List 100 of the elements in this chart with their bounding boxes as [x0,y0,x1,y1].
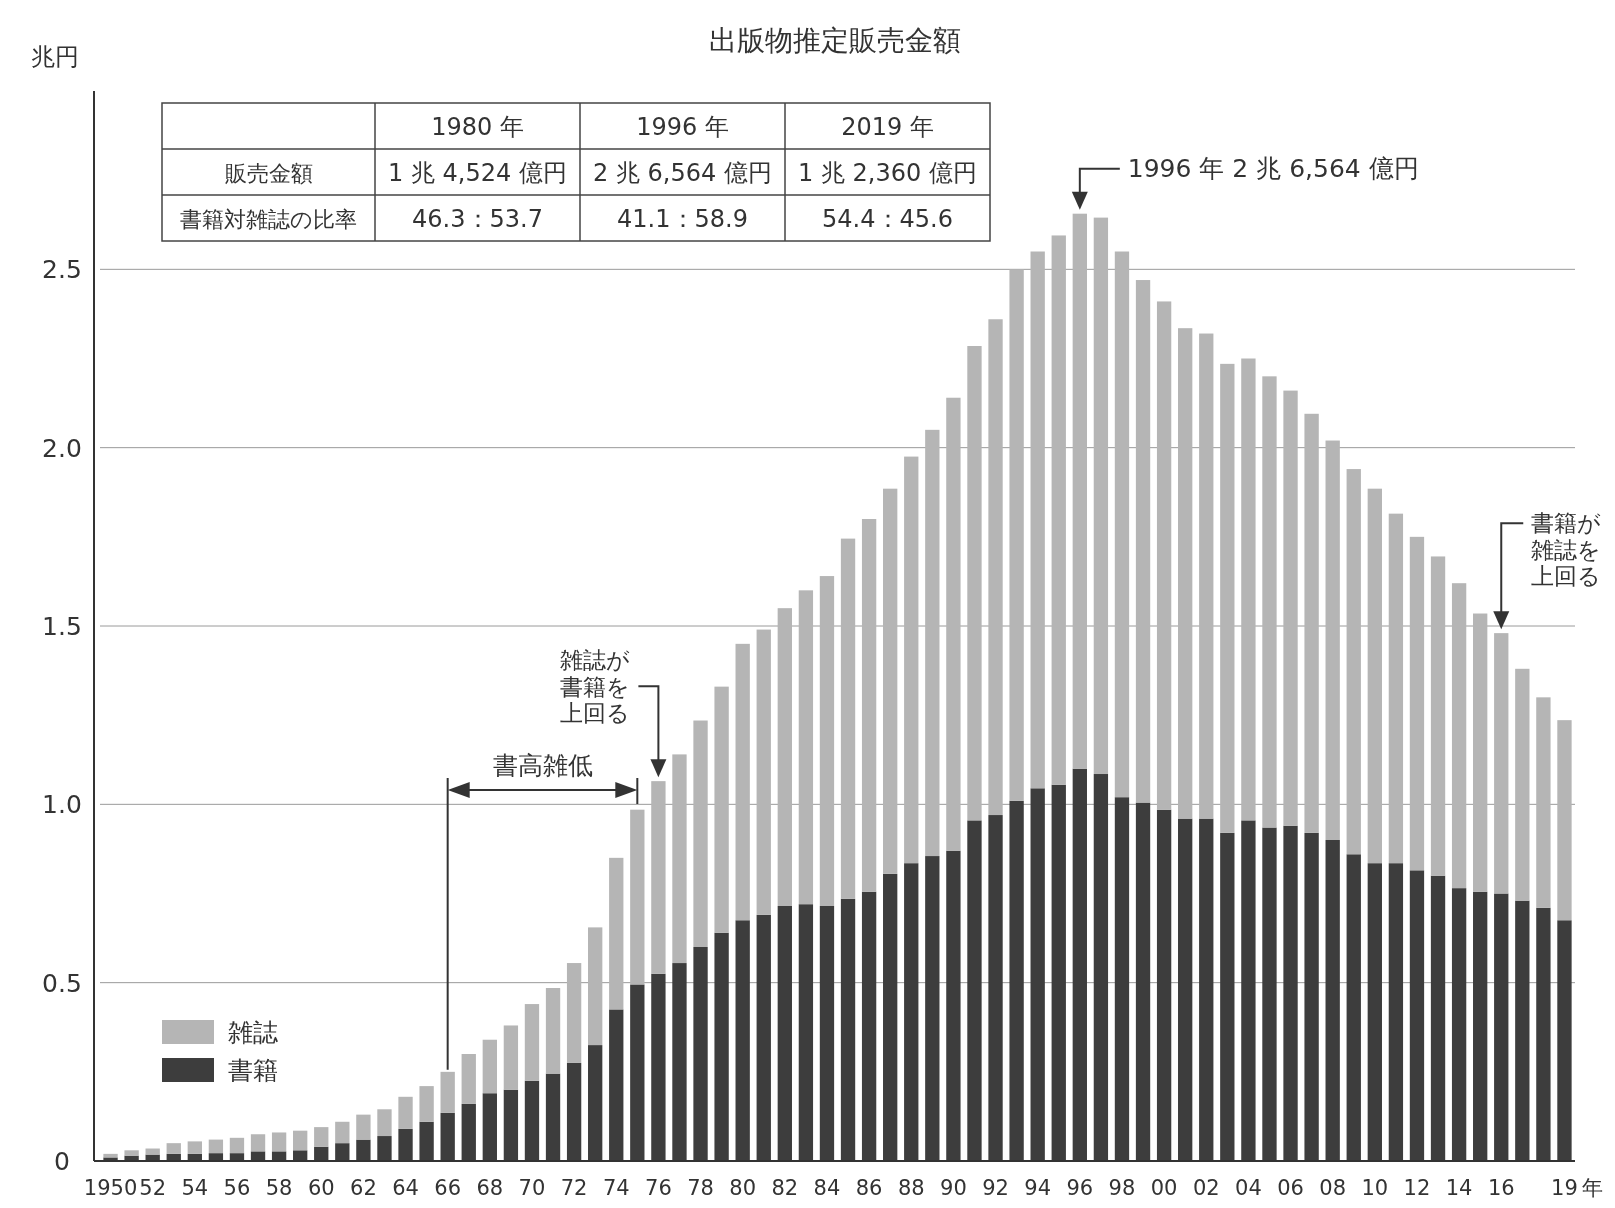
bar [250,1134,266,1152]
x-tick-label: 84 [813,1176,841,1200]
bar [377,1109,392,1137]
annotation: 1996 年 2 兆 6,564 億円 [1127,153,1419,183]
bar [1304,413,1319,833]
bar [271,1132,287,1152]
x-tick-label: 00 [1150,1176,1178,1200]
bar [861,519,877,892]
bar [208,1139,224,1154]
bar [1346,469,1361,855]
bar [335,1121,350,1144]
bar [840,538,856,899]
bar [1430,556,1446,876]
annotation: 41.1：58.9 [617,205,748,233]
x-tick-label: 62 [350,1176,377,1200]
bar [440,1071,455,1113]
legend-label: 雑誌 [228,1018,278,1047]
bar [1367,488,1382,864]
bar [1009,269,1024,801]
y-tick-label: 1.0 [42,790,82,820]
bar [1515,668,1530,901]
bar [883,488,898,874]
x-tick-label: 66 [434,1176,462,1200]
annotation: 書籍対雑誌の比率 [180,207,357,232]
bar [588,927,603,1046]
bar [1388,513,1404,864]
bar [314,1127,329,1147]
x-tick-label: 78 [687,1176,714,1200]
bar [1409,536,1425,871]
bar [419,1086,434,1122]
legend-label: 書籍 [228,1056,278,1085]
bar [735,643,750,921]
annotation: 1996 年 [636,113,729,141]
bar [503,1025,519,1090]
x-tick-label: 60 [307,1176,335,1200]
x-tick-label: 06 [1277,1176,1304,1200]
bar [1220,363,1235,833]
annotation: 54.4：45.6 [822,205,953,233]
annotation: 1980 年 [431,113,524,141]
bar [693,720,708,947]
bar [1051,235,1066,785]
bar [819,576,835,906]
annotation: 販売金額 [224,161,313,186]
bar [904,456,919,864]
annotation: 雑誌が書籍を上回る [560,647,631,727]
x-tick-label: 72 [560,1176,588,1200]
x-tick-label: 56 [223,1176,251,1200]
bar [229,1137,245,1154]
x-tick-label: 82 [771,1176,799,1200]
bar [124,1150,139,1156]
bar [524,1004,540,1081]
bar [145,1148,160,1155]
bar [1156,301,1172,810]
bar [293,1130,308,1151]
x-tick-label: 12 [1403,1176,1431,1200]
x-tick-label: 52 [139,1176,167,1200]
bar [946,397,961,851]
bar [609,857,624,1010]
bar [1283,390,1298,826]
bar [461,1054,476,1104]
bar [1451,583,1467,889]
bar [187,1141,202,1154]
bar [1093,217,1109,775]
x-tick-label: 90 [940,1176,967,1200]
bar [398,1096,413,1129]
y-tick-label: 0 [54,1147,70,1176]
y-tick-label: 1.5 [42,612,82,641]
x-tick-label: 80 [729,1176,757,1200]
bar [988,319,1003,816]
x-tick-label: 64 [392,1176,419,1200]
x-tick-label: 08 [1319,1176,1347,1200]
bar [630,809,645,985]
x-tick-label: 58 [265,1176,293,1200]
x-tick-label: 96 [1066,1176,1094,1200]
bar [482,1039,497,1094]
bar [1325,440,1340,840]
bar [1241,358,1256,821]
bar [1473,613,1488,892]
bar [1262,376,1277,828]
bar [1494,633,1509,894]
x-tick-label: 88 [897,1176,925,1200]
annotation: 書高雑低 [492,751,593,780]
x-tick-label: 76 [645,1176,672,1200]
x-tick-label: 86 [855,1176,883,1200]
annotation: 2019 年 [841,113,934,141]
annotation: 1 兆 2,360 億円 [798,159,977,187]
bar [1557,720,1572,921]
bar [1135,280,1151,803]
y-tick-label: 2.0 [42,433,82,463]
annotation: 書籍が雑誌を上回る [1531,510,1602,590]
bar [672,754,687,964]
x-tick-label: 54 [181,1176,209,1200]
x-tick-label: 94 [1024,1176,1052,1200]
bar [1536,697,1551,908]
bar [566,963,582,1063]
x-tick-label: 04 [1235,1176,1262,1200]
x-tick-label: 74 [602,1176,630,1200]
bar [756,629,771,915]
bar [714,686,729,933]
title: 出版物推定販売金額 [709,24,961,57]
